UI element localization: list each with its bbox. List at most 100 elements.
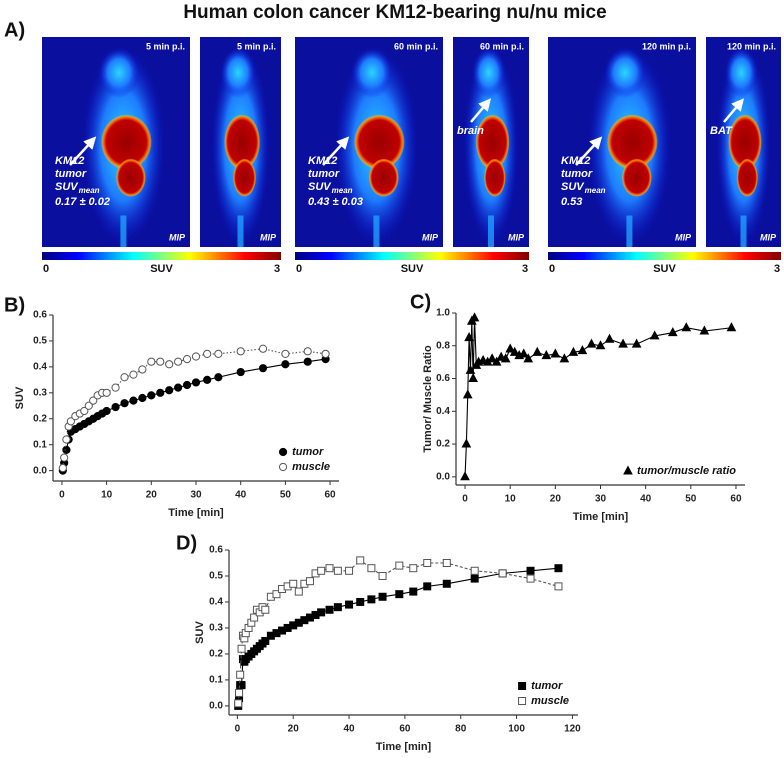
mip-label: MIP bbox=[422, 232, 439, 242]
legend: tumor muscle bbox=[278, 446, 330, 473]
data-point bbox=[102, 388, 111, 397]
data-point bbox=[281, 360, 290, 369]
x-tick-label: 10 bbox=[505, 494, 517, 505]
data-point bbox=[258, 344, 268, 353]
y-tick-label: 0.6 bbox=[209, 545, 223, 556]
data-point bbox=[465, 364, 476, 374]
annotation-text: tumor bbox=[308, 168, 340, 180]
data-point bbox=[554, 582, 563, 591]
data-point bbox=[84, 401, 93, 410]
colorbar-min: 0 bbox=[43, 263, 49, 275]
y-tick-label: 0.5 bbox=[33, 336, 47, 347]
data-point bbox=[102, 406, 111, 416]
data-point bbox=[111, 383, 120, 392]
y-tick-label: 0.4 bbox=[209, 597, 223, 608]
time-label: 60 min p.i. bbox=[394, 41, 438, 51]
data-point bbox=[345, 566, 354, 575]
chart: D) 0.0 0.1 0.2 0.3 0.4 0.5 0.6 0 20 40 60 80 100 120 Ti… bbox=[176, 532, 581, 753]
time-label: 5 min p.i. bbox=[237, 41, 276, 51]
organ-signal bbox=[369, 158, 399, 197]
data-point bbox=[518, 348, 529, 358]
data-point bbox=[462, 389, 473, 399]
y-axis-label: SUV bbox=[194, 621, 206, 644]
y-tick-label: 0.2 bbox=[33, 413, 47, 424]
data-point bbox=[317, 566, 326, 575]
x-tick-label: 10 bbox=[101, 490, 113, 501]
arrow bbox=[470, 98, 492, 123]
mouse-tail bbox=[740, 215, 747, 247]
annotation-text: SUV bbox=[561, 181, 585, 193]
colorbar-max: 3 bbox=[522, 263, 528, 275]
data-point bbox=[559, 353, 570, 363]
data-point bbox=[586, 338, 597, 348]
y-axis-label: SUV bbox=[14, 386, 26, 409]
data-point bbox=[258, 364, 268, 373]
data-point bbox=[303, 347, 312, 356]
data-point bbox=[191, 352, 201, 361]
data-point bbox=[409, 587, 418, 596]
mip-label: MIP bbox=[675, 232, 692, 242]
panel-label: B) bbox=[4, 294, 25, 316]
data-point bbox=[191, 378, 201, 387]
x-tick-label: 30 bbox=[595, 494, 607, 505]
data-point bbox=[509, 346, 520, 356]
organ-signal bbox=[116, 158, 146, 197]
data-point bbox=[378, 592, 387, 601]
x-axis-label: Time [min] bbox=[168, 507, 224, 519]
annotation-text: 0.17 ± 0.02 bbox=[55, 196, 110, 208]
pet-image: 120 min p.i. MIP BAT bbox=[706, 37, 781, 247]
data-point bbox=[367, 564, 376, 573]
data-point bbox=[500, 353, 511, 363]
colorbar-label: SUV bbox=[150, 263, 173, 275]
pet-image: 5 min p.i. MIP bbox=[200, 37, 281, 247]
data-point bbox=[505, 343, 516, 353]
data-point bbox=[138, 365, 147, 374]
data-point bbox=[203, 375, 212, 384]
data-point bbox=[182, 380, 192, 390]
data-point bbox=[236, 347, 245, 356]
data-point bbox=[461, 438, 472, 448]
data-point bbox=[174, 383, 183, 392]
data-point bbox=[303, 357, 312, 366]
data-point bbox=[66, 417, 75, 426]
annotation-text: 0.53 bbox=[561, 196, 582, 208]
legend-marker bbox=[518, 682, 527, 690]
chart: C) 0.0 0.2 0.4 0.6 0.8 1.0 0 10 20 30 40 50 60 Time [m… bbox=[410, 291, 745, 523]
data-point bbox=[395, 590, 404, 599]
mouse-tail bbox=[373, 215, 380, 247]
data-point bbox=[321, 349, 330, 359]
data-point bbox=[667, 327, 678, 337]
data-point bbox=[237, 681, 246, 690]
data-point bbox=[699, 325, 710, 335]
x-axis-label: Time [min] bbox=[573, 511, 629, 523]
x-tick-label: 0 bbox=[462, 494, 468, 505]
data-point bbox=[595, 340, 606, 350]
data-point bbox=[261, 636, 270, 645]
time-label: 120 min p.i. bbox=[642, 41, 691, 51]
data-point bbox=[325, 564, 334, 573]
data-point bbox=[356, 597, 365, 606]
data-point bbox=[468, 372, 478, 383]
data-point bbox=[236, 670, 245, 679]
colorbar-max: 3 bbox=[774, 263, 780, 275]
y-tick-label: 0.3 bbox=[33, 387, 47, 398]
colorbar-label: SUV bbox=[401, 263, 424, 275]
y-tick-label: 0.0 bbox=[436, 471, 450, 482]
data-point bbox=[631, 338, 642, 348]
x-tick-label: 80 bbox=[455, 724, 467, 735]
pet-image: 60 min p.i. MIP brain bbox=[453, 37, 529, 247]
legend-marker bbox=[278, 447, 288, 457]
legend: tumor/muscle ratio bbox=[623, 465, 736, 477]
x-tick-label: 120 bbox=[564, 724, 581, 735]
data-point bbox=[317, 608, 326, 617]
data-point bbox=[289, 579, 298, 588]
mouse-head bbox=[98, 47, 140, 98]
data-point bbox=[272, 590, 281, 599]
x-tick-label: 100 bbox=[508, 724, 525, 735]
colorbar-max: 3 bbox=[274, 263, 280, 275]
data-point bbox=[174, 357, 183, 366]
data-point bbox=[156, 388, 165, 397]
y-tick-label: 0.2 bbox=[436, 439, 450, 450]
